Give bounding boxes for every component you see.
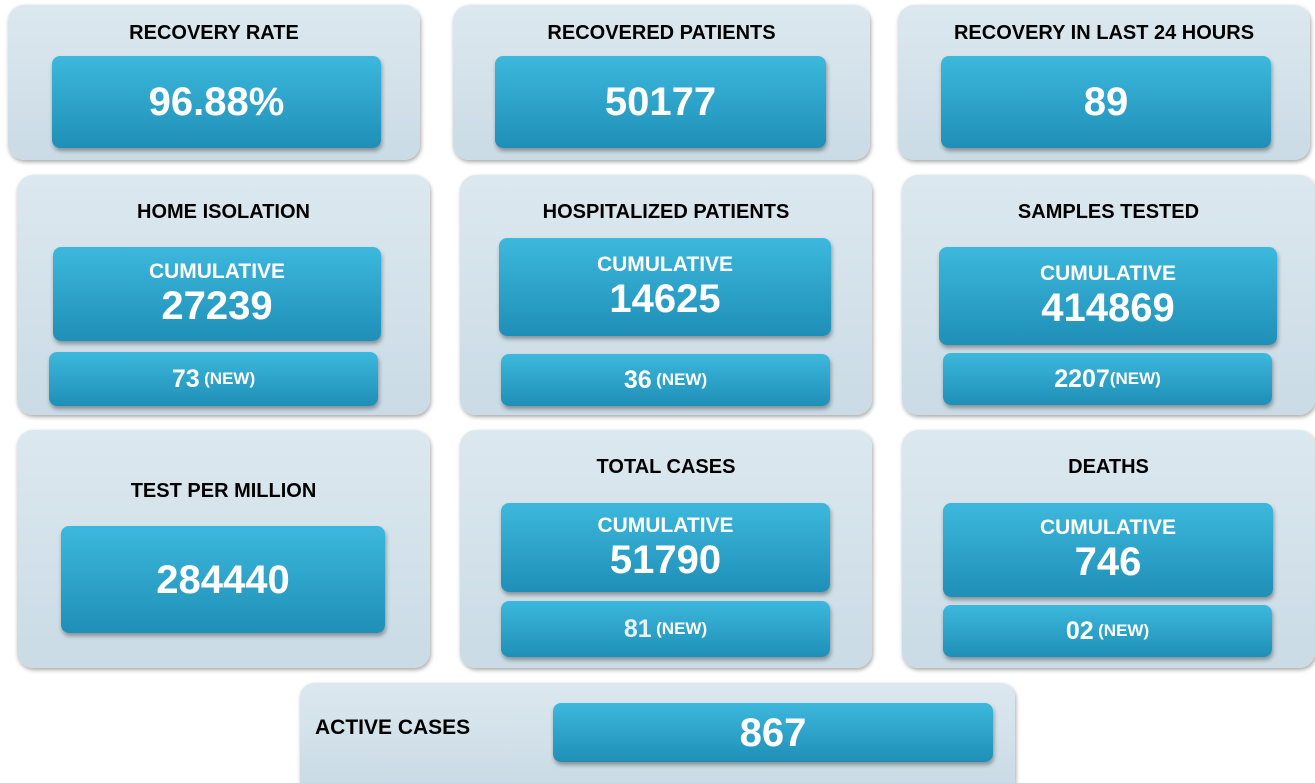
new-label: (NEW) [656,619,708,638]
value: 284440 [156,557,290,602]
new-box: 02 (NEW) [943,605,1272,657]
cumulative-box: CUMULATIVE 27239 [53,247,381,341]
card-title: HOSPITALIZED PATIENTS [542,201,790,223]
card: HOME ISOLATION CUMULATIVE 27239 73 (NEW) [17,175,430,415]
cumulative-label: CUMULATIVE [596,253,734,276]
new-box: 81 (NEW) [501,601,830,657]
cumulative-box: CUMULATIVE 51790 [501,503,830,592]
value-box: 89 [941,56,1271,148]
card-title: SAMPLES TESTED [1017,201,1200,223]
new-value: 2207 [1054,364,1110,393]
cumulative-label: CUMULATIVE [1039,516,1177,539]
cumulative-value: 414869 [1041,286,1175,330]
cumulative-box: CUMULATIVE 746 [943,503,1273,597]
card: SAMPLES TESTED CUMULATIVE 414869 2207 (NEW… [902,175,1315,415]
card-title: HOME ISOLATION [137,201,310,223]
new-value: 02 [1065,616,1094,645]
cumulative-box: CUMULATIVE 14625 [499,238,831,336]
card: RECOVERED PATIENTS 50177 [453,5,870,160]
card: RECOVERY IN LAST 24 HOURS 89 [898,5,1310,160]
new-box: 73 (NEW) [49,352,378,406]
card-title: RECOVERY IN LAST 24 HOURS [953,22,1255,44]
value-box: 96.88% [52,56,381,148]
cumulative-value: 51790 [609,537,722,582]
value: 50177 [604,80,717,124]
cumulative-label: CUMULATIVE [597,513,734,537]
new-value: 73 [171,364,200,393]
card-title: RECOVERED PATIENTS [547,22,776,44]
card-title: RECOVERY RATE [129,22,299,44]
card: ACTIVE CASES 867 [300,683,1015,783]
cumulative-box: CUMULATIVE 414869 [939,247,1277,345]
card: DEATHS CUMULATIVE 746 02 (NEW) [902,430,1315,668]
new-label: (NEW) [1098,621,1150,640]
card: TOTAL CASES CUMULATIVE 51790 81 (NEW) [460,430,872,668]
card: RECOVERY RATE 96.88% [8,5,420,160]
value: 867 [739,710,807,755]
new-label: (NEW) [204,369,256,388]
new-box: 2207 (NEW) [943,353,1272,405]
new-value: 81 [623,614,652,643]
value-box: 50177 [495,56,826,148]
cumulative-value: 14625 [609,277,721,321]
cumulative-value: 746 [1074,540,1142,584]
card-title: ACTIVE CASES [315,716,471,739]
value-box: 867 [553,703,993,762]
new-value: 36 [623,365,652,394]
card-title: TEST PER MILLION [130,480,317,502]
value-box: 284440 [61,526,385,633]
new-box: 36 (NEW) [501,354,830,406]
card: TEST PER MILLION 284440 [17,430,430,668]
new-label: (NEW) [1109,369,1161,388]
card: HOSPITALIZED PATIENTS CUMULATIVE 14625 36… [460,175,872,415]
new-label: (NEW) [656,370,708,389]
card-title: DEATHS [1068,456,1149,478]
value: 96.88% [148,80,285,124]
cumulative-label: CUMULATIVE [148,260,286,283]
value: 89 [1083,80,1129,124]
cumulative-label: CUMULATIVE [1039,262,1177,285]
card-title: TOTAL CASES [596,456,736,478]
cumulative-value: 27239 [161,284,273,328]
